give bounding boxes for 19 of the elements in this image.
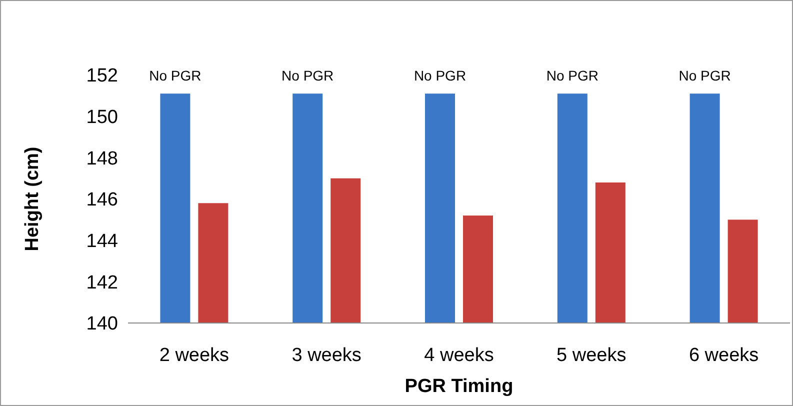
annotation: No PGR	[414, 68, 466, 84]
annotation: No PGR	[546, 68, 598, 84]
annotation: No PGR	[149, 68, 202, 84]
annotation: No PGR	[282, 68, 334, 84]
y-tick-label: 148	[86, 148, 118, 170]
y-tick-label: 142	[86, 272, 118, 294]
x-tick-label: 4 weeks	[424, 345, 494, 366]
y-tick-label: 140	[86, 314, 118, 335]
x-axis-title: PGR Timing	[404, 376, 514, 397]
annotation: No PGR	[678, 68, 731, 84]
y-tick-label: 144	[86, 230, 118, 252]
y-axis-title: Height (cm)	[22, 146, 43, 252]
x-tick-label: 3 weeks	[292, 345, 362, 366]
y-tick-label: 150	[86, 106, 118, 128]
y-tick-label: 146	[86, 190, 118, 211]
x-tick-label: 6 weeks	[688, 345, 759, 366]
y-tick-label: 152	[86, 66, 118, 87]
x-tick-label: 5 weeks	[556, 345, 626, 366]
x-tick-label: 2 weeks	[159, 345, 230, 366]
